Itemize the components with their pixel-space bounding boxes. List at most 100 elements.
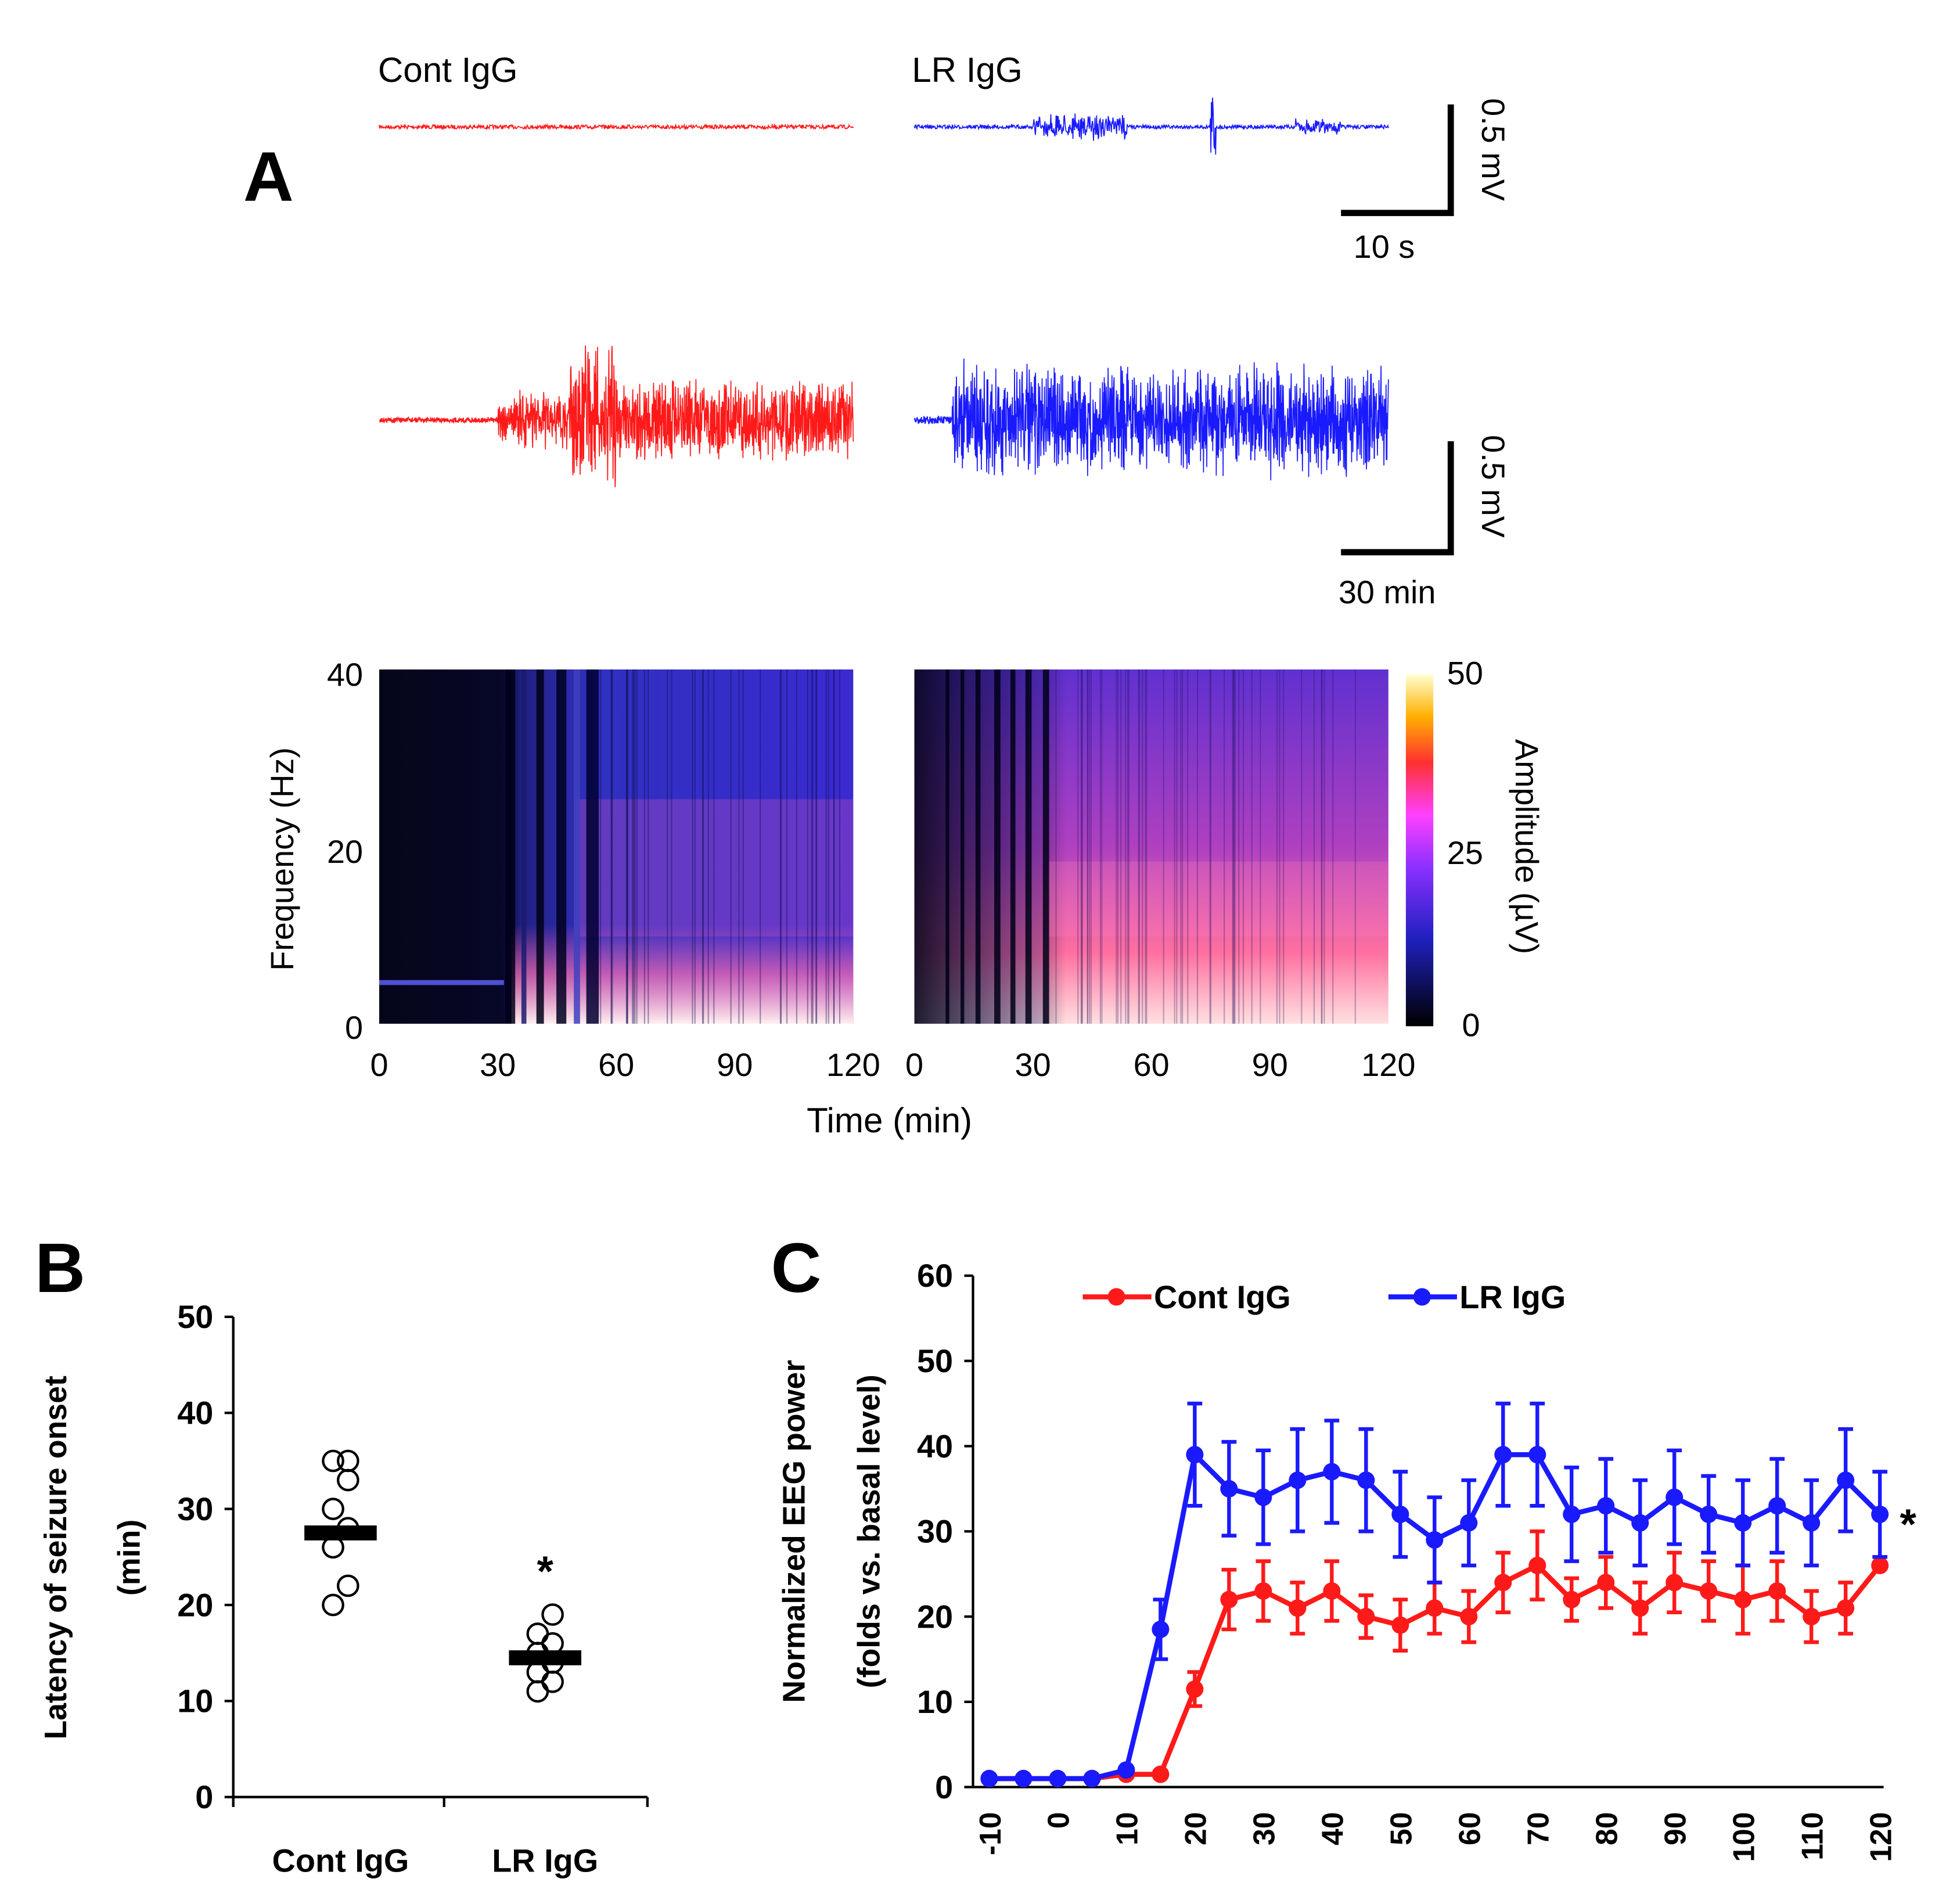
spectrogram-stripe [632, 669, 634, 1024]
spectrogram-stripe [586, 669, 599, 1024]
panel-c-xtick-label: 80 [1590, 1812, 1624, 1845]
spectrogram-stripe [1323, 669, 1325, 1024]
panel-b-ytick-label: 20 [177, 1586, 213, 1623]
panel-c-point [1494, 1446, 1512, 1464]
spectrogram-stripe [521, 669, 527, 1024]
spectrogram-stripe [1180, 669, 1182, 1024]
scalebar-mid: 30 min 0.5 mV [1339, 435, 1512, 610]
spectrogram-xtick-left: 30 [480, 1046, 516, 1083]
panel-b-plot: 0 10 20 30 40 50 Cont IgG LR IgG * Latency of sei… [38, 1298, 649, 1879]
spectrogram-stripe [1279, 669, 1280, 1024]
spectrogram-stripe [1260, 669, 1261, 1024]
panel-c-point [1049, 1769, 1067, 1787]
panel-a-letter: A [243, 138, 294, 215]
spectrogram-stripe [839, 669, 841, 1024]
spectrogram-stripe [1090, 669, 1092, 1024]
panel-c-point [1220, 1480, 1238, 1498]
spectrogram-stripe [1313, 669, 1315, 1024]
panel-c-point [1152, 1621, 1170, 1639]
colorbar-tick-0: 0 [1462, 1006, 1480, 1043]
spectrogram-stripe [1224, 669, 1225, 1024]
spectrogram-stripe [1089, 669, 1091, 1024]
spectrogram-stripe [610, 669, 612, 1024]
panel-c-point [1803, 1514, 1821, 1532]
spectrogram-stripe [633, 669, 635, 1024]
spectrogram-stripe [1232, 669, 1234, 1024]
spectrogram-stripe [1055, 669, 1057, 1024]
panel-b-point [322, 1593, 344, 1617]
spectrogram-stripe [1238, 669, 1240, 1024]
panel-b-ytick-label: 30 [177, 1491, 213, 1527]
panel-c-point [1700, 1582, 1718, 1600]
panel-c-xtick-label: 20 [1179, 1812, 1213, 1845]
spectrogram-stripe [816, 669, 818, 1024]
eeg-trace-cont-120min [379, 345, 854, 488]
panel-c-point [1254, 1582, 1272, 1600]
spectrogram-stripe [1117, 669, 1119, 1024]
spectrogram-xtick-left: 60 [598, 1046, 634, 1083]
panel-b-point [541, 1671, 564, 1693]
panel-c-xtick-label: 50 [1384, 1812, 1418, 1845]
trace-line [379, 345, 854, 488]
panel-c-ylabel-line2: (folds vs. basal level) [851, 1374, 886, 1688]
panel-c-xtick-label: 70 [1521, 1812, 1555, 1845]
eeg-trace-lr-120min [913, 358, 1389, 481]
spectrogram-stripe [1232, 669, 1233, 1024]
spectrogram-stripe [1128, 669, 1130, 1024]
colorbar-tick-25: 25 [1447, 834, 1483, 871]
spectrogram-x-axis-left: 0 30 60 90 120 [370, 1046, 880, 1083]
spectrogram-stripe [1176, 669, 1178, 1024]
spectrogram-stripe [1010, 669, 1016, 1024]
panel-c-point [1528, 1446, 1546, 1464]
spectrogram-stripe [730, 669, 732, 1024]
panel-c-point [1323, 1582, 1341, 1600]
panel-c-xtick-label: 60 [1453, 1812, 1487, 1845]
spectrogram-stripe [1077, 669, 1079, 1024]
spectrogram-stripe [811, 669, 812, 1024]
colorbar: 50 25 0 Amplitude (µV) [1405, 655, 1545, 1043]
spectrogram-stripe [1087, 669, 1088, 1024]
spectrogram-stripe [812, 669, 814, 1024]
panel-c-xtick-label: 120 [1864, 1812, 1897, 1862]
spectrogram-stripe [536, 669, 544, 1024]
panel-b-point [336, 1469, 359, 1492]
panel-c-point [1426, 1531, 1444, 1549]
panel-c-point [1700, 1505, 1718, 1523]
panel-c-xtick-label: 90 [1659, 1812, 1692, 1845]
spectrogram-stripe [833, 669, 835, 1024]
panel-c-legend-item: Cont IgG [1082, 1279, 1291, 1315]
panel-b-significance: * [537, 1548, 553, 1595]
spectrogram-y-axis: 0 20 40 Frequency (Hz) [264, 656, 363, 1046]
panel-c-xtick-label: -10 [973, 1812, 1007, 1856]
spectrogram-stripe [610, 669, 612, 1024]
spectrogram-stripe [1233, 669, 1235, 1024]
panel-c-point [1837, 1599, 1855, 1617]
spectrogram-stripe [1145, 669, 1146, 1024]
scalebar-top-horizontal: 10 s [1354, 228, 1415, 265]
panel-c-ytick-label: 20 [917, 1598, 953, 1635]
spectrogram-stripe [1332, 669, 1334, 1024]
legend-label: LR IgG [1459, 1279, 1566, 1315]
spectrogram-xlabel: Time (min) [807, 1101, 972, 1140]
spectrogram-stripe [742, 669, 744, 1024]
spectrogram-stripe [1080, 669, 1082, 1024]
spectrogram-xtick-right: 0 [905, 1046, 923, 1083]
spectrogram-ytick-40: 40 [327, 656, 363, 693]
spectrogram-ylabel: Frequency (Hz) [264, 747, 300, 971]
colorbar-tick-50: 50 [1447, 655, 1483, 692]
panel-b-point [526, 1680, 549, 1703]
panel-c-point [1768, 1497, 1786, 1515]
spectrogram-stripe [694, 669, 696, 1024]
spectrogram-stripe [612, 669, 613, 1024]
panel-c-ytick-label: 60 [917, 1257, 953, 1294]
panel-c-point [1083, 1769, 1101, 1787]
spectrogram-stripe [1127, 669, 1129, 1024]
panel-c-plot: 0 10 20 30 40 50 60 -10 0 10 20 30 40 50 60 70 80 90 100 11… [777, 1257, 1917, 1862]
spectrogram-stripe [1081, 669, 1082, 1024]
spectrogram-stripe [1081, 669, 1083, 1024]
trace-line [913, 358, 1389, 481]
spectrogram-stripe [815, 669, 817, 1024]
panel-a-left-title: Cont IgG [378, 51, 518, 89]
spectrogram-stripe [738, 669, 740, 1024]
panel-b-ytick-label: 0 [195, 1779, 213, 1815]
